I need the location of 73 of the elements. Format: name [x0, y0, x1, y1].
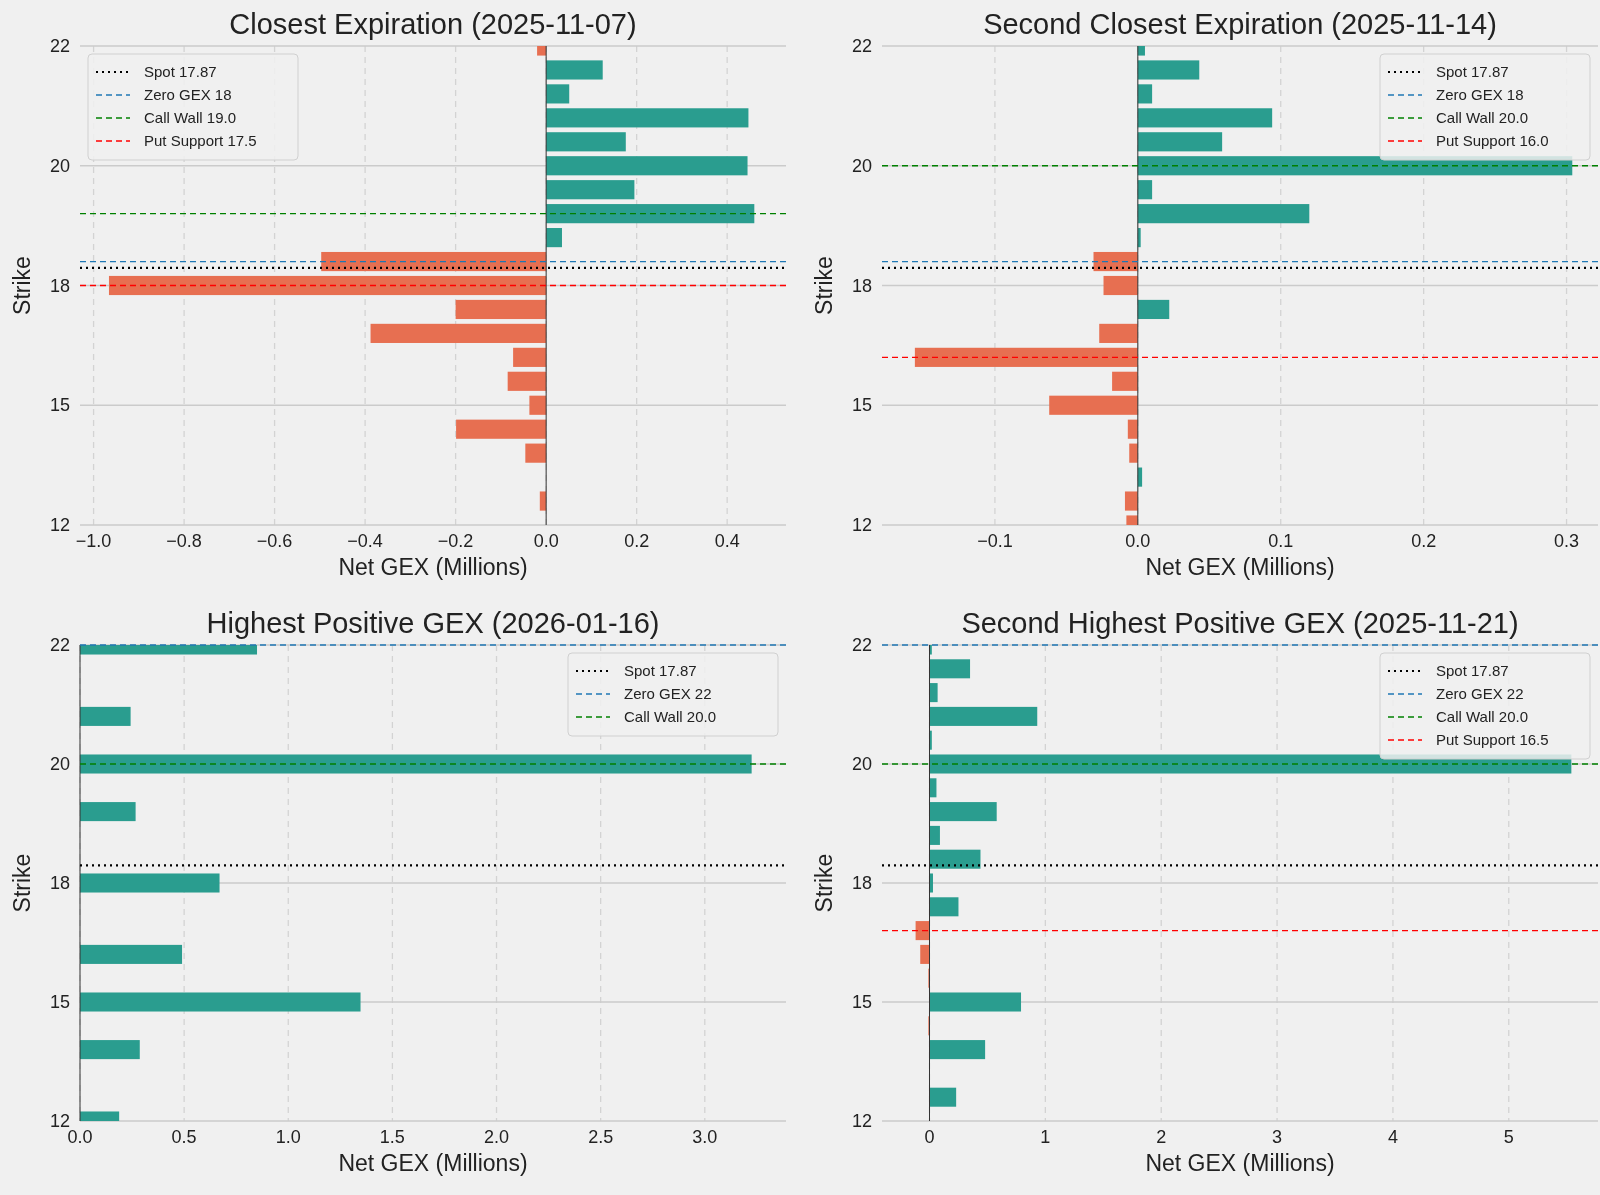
legend-label: Call Wall 20.0	[624, 708, 716, 725]
x-axis-title: Net GEX (Millions)	[338, 1150, 528, 1176]
y-tick-label: 18	[851, 275, 872, 296]
x-tick-label: 0.0	[1125, 531, 1151, 551]
chart-title: Second Closest Expiration (2025-11-14)	[983, 8, 1497, 40]
x-tick-label: 0.0	[533, 531, 559, 551]
x-tick-label: 1.5	[379, 1127, 405, 1147]
x-tick-label: 3	[1272, 1127, 1283, 1147]
x-tick-label: −0.6	[256, 531, 293, 551]
x-tick-label: −0.1	[977, 531, 1013, 551]
x-axis-title: Net GEX (Millions)	[1145, 1150, 1335, 1176]
legend-label: Zero GEX 22	[1436, 685, 1524, 702]
x-tick-label: 0.2	[624, 531, 650, 551]
y-tick-label: 18	[49, 275, 70, 296]
x-tick-label: −0.8	[166, 531, 202, 551]
x-tick-label: 1.0	[275, 1127, 301, 1147]
legend-label: Call Wall 20.0	[1436, 708, 1528, 725]
legend-label: Call Wall 19.0	[144, 109, 236, 126]
legend-label: Put Support 16.5	[1436, 731, 1549, 748]
x-tick-label: −1.0	[75, 531, 112, 551]
y-tick-label: 15	[49, 395, 70, 416]
y-tick-label: 15	[851, 992, 872, 1012]
legend-label: Call Wall 20.0	[1436, 109, 1528, 126]
chart-title: Closest Expiration (2025-11-07)	[229, 8, 637, 40]
y-tick-label: 12	[49, 515, 70, 535]
y-tick-label: 18	[851, 873, 872, 893]
x-tick-label: 0.5	[171, 1127, 197, 1147]
x-tick-label: 2.5	[588, 1127, 614, 1147]
y-tick-label: 20	[851, 155, 872, 176]
legend-label: Spot 17.87	[144, 63, 217, 80]
y-tick-label: 20	[49, 754, 70, 774]
legend-label: Spot 17.87	[1436, 662, 1509, 679]
y-tick-label: 15	[49, 992, 70, 1012]
y-tick-label: 22	[49, 36, 70, 56]
x-tick-label: 0.3	[1554, 531, 1580, 551]
y-tick-label: 22	[851, 36, 872, 56]
chart-title: Second Highest Positive GEX (2025-11-21)	[961, 607, 1519, 639]
y-tick-label: 22	[851, 635, 872, 655]
y-tick-label: 12	[49, 1111, 70, 1131]
y-axis-title: Strike	[9, 256, 35, 315]
x-tick-label: 0.4	[714, 531, 740, 551]
x-tick-label: 1	[1040, 1127, 1051, 1147]
x-tick-label: −0.4	[347, 531, 383, 551]
x-tick-label: 0.1	[1268, 531, 1294, 551]
y-axis-title: Strike	[811, 256, 837, 315]
y-axis-title: Strike	[9, 853, 35, 913]
x-axis-title: Net GEX (Millions)	[1145, 554, 1335, 580]
y-tick-label: 12	[851, 1111, 872, 1131]
y-tick-label: 20	[49, 155, 70, 176]
x-tick-label: −0.2	[437, 531, 474, 551]
y-tick-label: 15	[851, 395, 872, 416]
legend-label: Zero GEX 22	[624, 685, 712, 702]
legend-label: Zero GEX 18	[144, 86, 232, 103]
y-tick-label: 22	[49, 635, 70, 655]
x-tick-label: 2.0	[484, 1127, 510, 1147]
x-tick-label: 0	[924, 1127, 935, 1147]
x-axis-title: Net GEX (Millions)	[338, 554, 528, 580]
y-tick-label: 18	[49, 873, 70, 893]
legend-label: Spot 17.87	[624, 662, 697, 679]
x-tick-label: 5	[1503, 1127, 1514, 1147]
x-tick-label: 3.0	[692, 1127, 718, 1147]
x-tick-label: 0.0	[67, 1127, 93, 1147]
legend-label: Put Support 16.0	[1436, 132, 1549, 149]
legend-label: Spot 17.87	[1436, 63, 1509, 80]
x-tick-label: 0.2	[1411, 531, 1437, 551]
x-tick-label: 2	[1156, 1127, 1167, 1147]
y-tick-label: 20	[851, 754, 872, 774]
legend-label: Put Support 17.5	[144, 132, 257, 149]
y-axis-title: Strike	[811, 853, 837, 913]
x-tick-label: 4	[1387, 1127, 1398, 1147]
y-tick-label: 12	[851, 515, 872, 535]
chart-title: Highest Positive GEX (2026-01-16)	[206, 607, 660, 639]
legend-label: Zero GEX 18	[1436, 86, 1524, 103]
